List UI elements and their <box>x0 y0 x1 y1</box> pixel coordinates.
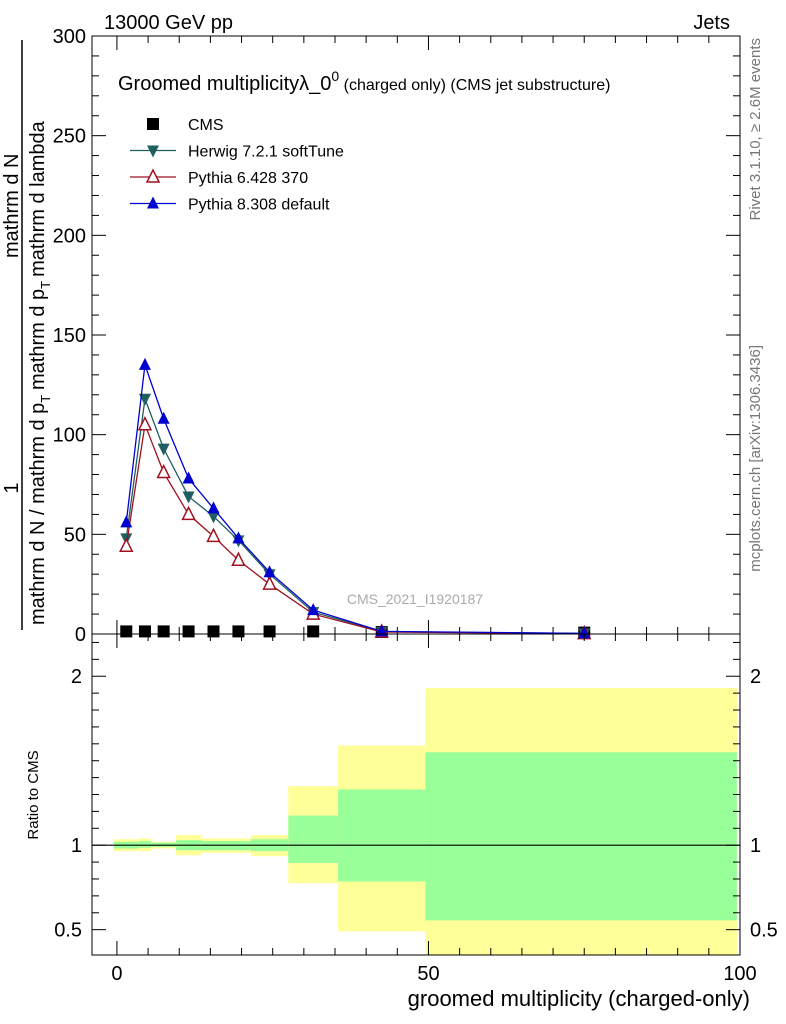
x-tick-label: 100 <box>723 963 756 985</box>
ratio-ytick-label-right: 0.5 <box>750 920 778 942</box>
data-point <box>307 603 320 616</box>
rivet-label: Rivet 3.1.10, ≥ 2.6M events <box>747 38 764 221</box>
data-point <box>120 625 133 638</box>
data-point <box>157 411 170 424</box>
legend-marker <box>145 168 161 183</box>
legend-label: Pythia 6.428 370 <box>188 170 308 187</box>
main-ylabel: 1 mathrm d N / mathrm d pT mathrm d N ma… <box>1 40 53 630</box>
ratio-ytick-label: 2 <box>71 666 82 688</box>
series-line <box>125 364 585 635</box>
series-line <box>125 398 585 635</box>
data-point <box>207 501 220 514</box>
main-ytick-label: 300 <box>53 26 86 48</box>
data-point <box>181 505 196 521</box>
data-point <box>182 491 195 504</box>
legend: CMS Herwig 7.2.1 softTune Pythia 6.428 370… <box>130 117 344 214</box>
data-point <box>307 625 320 638</box>
plot-title: Groomed multiplicityλ_00 (charged only) … <box>118 68 610 95</box>
ratio-ytick-label-right: 1 <box>750 835 761 857</box>
ylabel-numerator-2: mathrm d N <box>1 154 23 258</box>
mcplots-label: mcplots.cern.ch [arXiv:1306.3436] <box>747 345 764 572</box>
ratio-band-inner <box>288 815 339 863</box>
data-point <box>182 471 195 484</box>
data-point <box>137 416 153 431</box>
data-point <box>263 625 276 638</box>
legend-entry: Pythia 8.308 default <box>130 196 330 214</box>
ratio-band-inner <box>425 752 737 921</box>
x-axis-label: groomed multiplicity (charged-only) <box>408 986 750 1011</box>
x-tick-label: 50 <box>417 963 439 985</box>
series-pythia-8-308-default <box>120 357 591 639</box>
analysis-watermark: CMS_2021_I1920187 <box>347 591 483 607</box>
series-line <box>125 422 585 635</box>
data-point <box>232 531 245 544</box>
legend-label: Pythia 8.308 default <box>188 197 330 214</box>
data-point <box>207 511 220 524</box>
header-process: Jets <box>693 12 730 34</box>
ylabel-denominator-2: mathrm d pTmathrm d lambda <box>27 120 53 390</box>
data-point <box>263 565 276 578</box>
main-ytick-label: 100 <box>53 425 86 447</box>
ratio-band-inner <box>338 789 426 882</box>
ratio-ytick-label: 1 <box>71 835 82 857</box>
data-point <box>232 625 245 638</box>
data-point <box>138 625 151 638</box>
ylabel-numerator: 1 <box>1 482 23 493</box>
ratio-ytick-label: 0.5 <box>54 920 82 942</box>
legend-entry: Pythia 6.428 370 <box>130 168 308 187</box>
header-energy: 13000 GeV pp <box>104 12 233 34</box>
ratio-plot-area: 0 50 100 0.5 0.5 1 1 2 2 <box>54 633 778 985</box>
data-point <box>182 625 195 638</box>
ratio-ylabel: Ratio to CMS <box>25 750 42 839</box>
data-point <box>120 515 133 528</box>
legend-label: CMS <box>188 117 224 134</box>
legend-label: Herwig 7.2.1 softTune <box>188 144 344 161</box>
legend-marker <box>147 196 159 209</box>
data-point <box>156 463 171 479</box>
data-point <box>138 393 151 406</box>
data-point <box>375 624 388 637</box>
ylabel-denominator-1: mathrm d N / mathrm d pT <box>27 395 53 625</box>
main-ytick-label: 200 <box>53 225 86 247</box>
legend-entry: Herwig 7.2.1 softTune <box>130 144 344 161</box>
ratio-band-inner <box>138 840 152 848</box>
main-ytick-label: 150 <box>53 325 86 347</box>
main-ytick-label: 0 <box>75 624 86 646</box>
legend-marker <box>147 118 159 130</box>
data-point <box>157 625 170 638</box>
data-point <box>578 626 591 639</box>
ratio-ytick-label-right: 2 <box>750 666 761 688</box>
series-cms <box>120 625 591 639</box>
x-tick-label: 0 <box>111 963 122 985</box>
data-point <box>119 537 134 553</box>
legend-marker <box>147 145 159 158</box>
main-ytick-label: 250 <box>53 126 86 148</box>
data-point <box>231 551 246 566</box>
data-point <box>206 527 221 543</box>
data-point <box>207 625 220 638</box>
legend-entry: CMS <box>147 117 224 134</box>
data-point <box>262 575 277 590</box>
data-point <box>138 357 151 370</box>
main-ytick-label: 50 <box>64 524 86 546</box>
data-point <box>157 443 170 456</box>
